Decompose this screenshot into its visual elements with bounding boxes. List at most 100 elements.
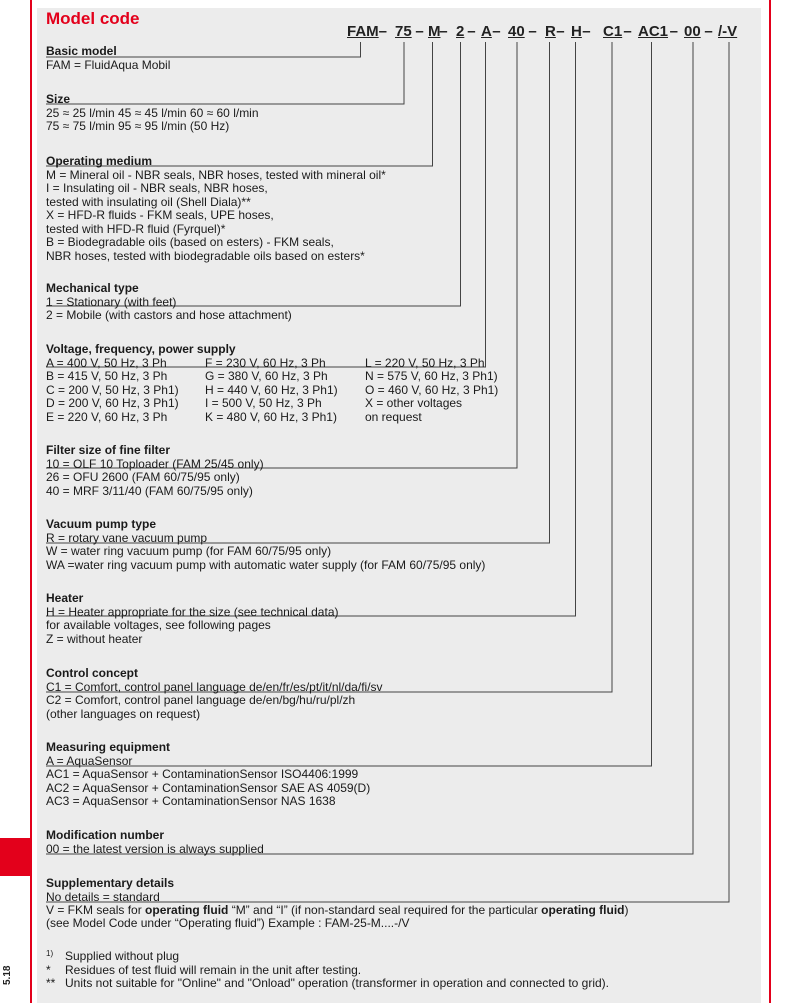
code-segment-h: H — [571, 23, 582, 40]
code-segment-a: A — [481, 23, 492, 40]
supplementary-v-line2: (see Model Code under “Operating fluid”)… — [46, 916, 410, 930]
voltage-option: I = 500 V, 50 Hz, 3 Ph — [205, 396, 322, 410]
chapter-tab-marker — [0, 838, 30, 876]
footnote-text: Units not suitable for "Online" and "Onl… — [65, 976, 610, 990]
legend-line: tested with HFD-R fluid (Fyrquel)* — [46, 221, 226, 236]
section-title-heater: Heater — [46, 591, 84, 605]
voltage-option: F = 230 V, 60 Hz, 3 Ph — [205, 355, 326, 370]
page-title: Model code — [46, 9, 140, 28]
voltage-option: D = 200 V, 60 Hz, 3 Ph1) — [46, 396, 179, 410]
content-panel — [37, 8, 761, 1003]
connector-line — [46, 42, 461, 307]
voltage-option: H = 440 V, 60 Hz, 3 Ph1) — [205, 382, 338, 397]
code-segment-2: 2 — [456, 23, 465, 40]
code-segment-c1: C1 — [603, 23, 623, 40]
legend-line: 10 = OLF 10 Toploader (FAM 25/45 only) — [46, 456, 264, 471]
legend-line: W = water ring vacuum pump (for FAM 60/7… — [46, 544, 332, 558]
legend-line: B = Biodegradable oils (based on esters)… — [46, 235, 334, 249]
v-line-part: operating fluid — [541, 903, 625, 917]
section-title-medium: Operating medium — [46, 154, 153, 168]
code-separator: – — [492, 23, 501, 40]
legend-line: R = rotary vane vacuum pump — [46, 530, 208, 545]
connector-line — [46, 42, 486, 368]
code-segment-r: R — [545, 23, 556, 40]
section-title-control: Control concept — [46, 666, 138, 680]
code-separator: – — [582, 23, 591, 40]
voltage-option: on request — [365, 409, 422, 424]
legend-line: Z = without heater — [46, 631, 143, 646]
footnote-text: Supplied without plug — [65, 949, 180, 963]
code-separator: – — [378, 23, 387, 40]
right-red-rule — [769, 0, 771, 1003]
code-segment-ac1: AC1 — [638, 23, 669, 40]
legend-line: tested with insulating oil (Shell Diala)… — [46, 194, 251, 209]
code-segment-fam: FAM — [347, 23, 379, 40]
legend-line: FAM = FluidAqua Mobil — [46, 57, 171, 72]
section-title-supplementary: Supplementary details — [46, 876, 175, 890]
code-segment-vvv: /-V — [718, 23, 738, 40]
legend-line: 2 = Mobile (with castors and hose attach… — [46, 308, 292, 322]
code-segment-m: M — [428, 23, 441, 40]
connector-line — [46, 42, 576, 617]
legend-line: 25 ≈ 25 l/min 45 ≈ 45 l/min 60 ≈ 60 l/mi… — [46, 105, 259, 120]
section-title-basic: Basic model — [46, 44, 117, 58]
legend-line: AC2 = AquaSensor + ContaminationSensor S… — [46, 780, 371, 795]
legend-line: 40 = MRF 3/11/40 (FAM 60/75/95 only) — [46, 483, 253, 498]
supplementary-v-line: V = FKM seals for operating fluid “M” an… — [46, 903, 629, 917]
code-separator: – — [415, 23, 424, 40]
legend-line: for available voltages, see following pa… — [46, 618, 271, 632]
voltage-option: C = 200 V, 50 Hz, 3 Ph1) — [46, 382, 179, 397]
legend-line: (other languages on request) — [46, 706, 201, 721]
legend-line: C1 = Comfort, control panel language de/… — [46, 679, 383, 694]
voltage-option: G = 380 V, 60 Hz, 3 Ph — [205, 369, 328, 383]
section-title-voltage: Voltage, frequency, power supply — [46, 342, 236, 356]
section-title-measuring: Measuring equipment — [46, 740, 171, 754]
connector-line — [46, 42, 652, 767]
code-separator: – — [467, 23, 476, 40]
connector-line — [46, 42, 405, 105]
legend-line: AC1 = AquaSensor + ContaminationSensor I… — [46, 767, 359, 781]
footnote-mark: 1) — [46, 949, 54, 958]
legend-line: AC3 = AquaSensor + ContaminationSensor N… — [46, 794, 336, 808]
code-segment-40: 40 — [508, 23, 525, 40]
voltage-option: X = other voltages — [365, 396, 463, 410]
code-segment-00: 00 — [684, 23, 701, 40]
legend-line: C2 = Comfort, control panel language de/… — [46, 693, 356, 707]
section-title-modification: Modification number — [46, 828, 164, 842]
code-separator: – — [623, 23, 632, 40]
connector-line — [46, 42, 694, 855]
legend-line: NBR hoses, tested with biodegradable oil… — [46, 248, 365, 263]
v-line-part: ) — [624, 903, 629, 917]
connector-line — [46, 42, 730, 903]
voltage-option: N = 575 V, 60 Hz, 3 Ph1) — [365, 369, 498, 383]
legend-line: 26 = OFU 2600 (FAM 60/75/95 only) — [46, 470, 240, 484]
connector-line — [46, 42, 433, 167]
section-title-vacuum: Vacuum pump type — [46, 517, 157, 531]
legend-line: 1 = Stationary (with feet) — [46, 294, 177, 309]
connector-line — [46, 42, 550, 544]
left-red-rule — [30, 0, 32, 1003]
legend-line: H = Heater appropriate for the size (see… — [46, 604, 339, 619]
legend-line: 00 = the latest version is always suppli… — [46, 841, 264, 856]
legend-line: M = Mineral oil - NBR seals, NBR hoses, … — [46, 167, 386, 182]
voltage-option: B = 415 V, 50 Hz, 3 Ph — [46, 369, 168, 383]
code-separator: – — [704, 23, 713, 40]
footnote-mark: ** — [46, 976, 56, 990]
section-title-mech: Mechanical type — [46, 281, 139, 295]
code-separator: – — [528, 23, 537, 40]
voltage-option: L = 220 V, 50 Hz, 3 Ph — [365, 355, 485, 370]
legend-line: X = HFD-R fluids - FKM seals, UPE hoses, — [46, 208, 274, 222]
legend-line: I = Insulating oil - NBR seals, NBR hose… — [46, 181, 268, 195]
connector-line — [46, 42, 361, 58]
legend-line: A = AquaSensor — [46, 753, 133, 768]
legend-line: No details = standard — [46, 889, 160, 904]
voltage-option: E = 220 V, 60 Hz, 3 Ph — [46, 409, 168, 424]
v-line-part: operating fluid — [145, 903, 229, 917]
code-separator: – — [439, 23, 448, 40]
voltage-option: A = 400 V, 50 Hz, 3 Ph — [46, 355, 167, 370]
voltage-option: O = 460 V, 60 Hz, 3 Ph1) — [365, 382, 499, 397]
section-title-size: Size — [46, 92, 71, 106]
v-line-part: V = FKM seals for — [46, 903, 146, 917]
legend-line: WA =water ring vacuum pump with automati… — [46, 557, 486, 572]
